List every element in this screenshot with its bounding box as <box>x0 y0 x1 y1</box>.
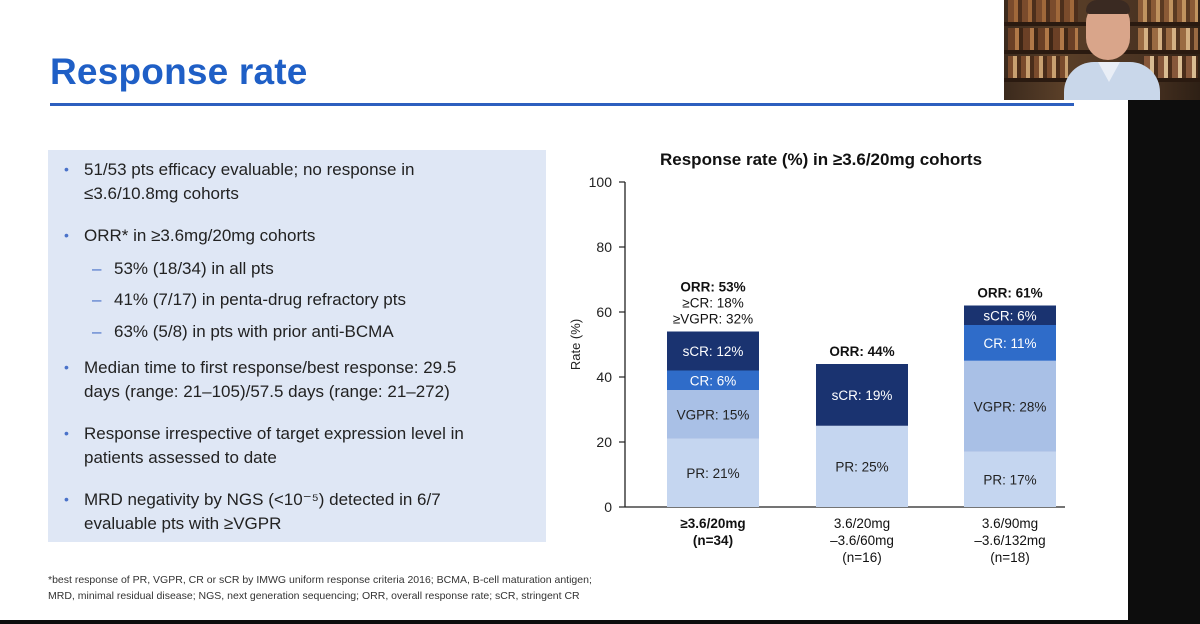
sub-bullet-item: –53% (18/34) in all pts <box>92 257 274 281</box>
bar-segment-label: VGPR: 15% <box>677 407 750 422</box>
footnote-line: *best response of PR, VGPR, CR or sCR by… <box>48 574 592 586</box>
x-category-label: –3.6/60mg <box>830 533 894 548</box>
bullet-item: • MRD negativity by NGS (<10⁻⁵) detected … <box>64 488 441 536</box>
bullet-panel: • 51/53 pts efficacy evaluable; no respon… <box>48 150 546 542</box>
bar-segment-pr <box>816 425 908 507</box>
bar-segment-pr <box>964 451 1056 507</box>
orr-annotation: ORR: 53% <box>680 280 745 295</box>
bar-segment-label: PR: 21% <box>686 466 739 481</box>
chart-title: Response rate (%) in ≥3.6/20mg cohorts <box>660 150 983 169</box>
bar-segment-label: CR: 6% <box>690 373 737 388</box>
bullet-marker: • <box>64 491 69 507</box>
bullet-text-line: patients assessed to date <box>84 448 277 467</box>
x-category-label: (n=16) <box>842 550 881 565</box>
orr-annotation: ORR: 61% <box>977 286 1042 301</box>
bullet-item: • Median time to first response/best resp… <box>64 356 457 404</box>
bar-segment-label: sCR: 19% <box>832 388 893 403</box>
bar-segment-label: PR: 17% <box>983 472 1036 487</box>
y-tick-label: 0 <box>604 499 612 515</box>
bar-segment-label: CR: 11% <box>983 336 1036 351</box>
stacked-bar-chart: 0 20 40 60 80 100 Rate (%) PR: 21% VGPR: 15% CR: … <box>568 174 1065 565</box>
slide: Response rate • 51/53 pts efficacy evalua… <box>0 0 1128 620</box>
bullet-text-line: ORR* in ≥3.6mg/20mg cohorts <box>84 226 316 245</box>
screen-border <box>1128 100 1200 624</box>
bullet-text-line: 41% (7/17) in penta-drug refractory pts <box>114 290 406 309</box>
bullet-text-line: 53% (18/34) in all pts <box>114 259 274 278</box>
bullet-marker: • <box>64 359 69 375</box>
webcam-video-feed <box>1004 0 1200 100</box>
bullet-text-line: 63% (5/8) in pts with prior anti-BCMA <box>114 322 394 341</box>
orr-annotation: ≥CR: 18% <box>682 296 743 311</box>
bullet-item: • ORR* in ≥3.6mg/20mg cohorts <box>64 224 316 248</box>
x-category-label: (n=34) <box>693 533 733 548</box>
page-title: Response rate <box>50 51 308 92</box>
sub-bullet-item: –41% (7/17) in penta-drug refractory pts <box>92 288 406 312</box>
orr-annotation: ORR: 44% <box>829 344 894 359</box>
bar-segment-pr <box>667 438 759 507</box>
bar-segment-cr <box>667 370 759 390</box>
bullet-text-line: ≤3.6/10.8mg cohorts <box>84 184 239 203</box>
bar-segment-label: VGPR: 28% <box>974 399 1047 414</box>
x-category-label: –3.6/132mg <box>974 533 1045 548</box>
bullet-item: • 51/53 pts efficacy evaluable; no respon… <box>64 158 415 206</box>
x-category-label: ≥3.6/20mg <box>680 516 745 531</box>
footnote-line: MRD, minimal residual disease; NGS, next… <box>48 590 580 602</box>
y-axis-label: Rate (%) <box>568 319 583 370</box>
sub-bullet-item: –63% (5/8) in pts with prior anti-BCMA <box>92 320 394 344</box>
y-tick-label: 80 <box>596 239 612 255</box>
x-category-label: 3.6/90mg <box>982 516 1038 531</box>
bar-segment-scr <box>667 331 759 371</box>
bullet-text-line: Median time to first response/best respo… <box>84 358 457 377</box>
bullet-text-line: days (range: 21–105)/57.5 days (range: 2… <box>84 382 450 401</box>
bullet-marker: • <box>64 425 69 441</box>
footnote: *best response of PR, VGPR, CR or sCR by… <box>48 572 748 604</box>
bullet-text-line: evaluable pts with ≥VGPR <box>84 514 282 533</box>
y-tick-label: 40 <box>596 369 612 385</box>
dash-marker: – <box>92 259 102 278</box>
y-tick-label: 100 <box>589 174 613 190</box>
bullet-text-line: 51/53 pts efficacy evaluable; no respons… <box>84 160 415 179</box>
bullet-marker: • <box>64 161 69 177</box>
bar-segment-cr <box>964 325 1056 361</box>
bullet-marker: • <box>64 227 69 243</box>
screen-border-bottom <box>0 620 1200 624</box>
bar-segment-vgpr <box>667 390 759 439</box>
x-category-label: 3.6/20mg <box>834 516 890 531</box>
y-tick-label: 60 <box>596 304 612 320</box>
bar-segment-scr <box>816 364 908 426</box>
bar-segment-label: PR: 25% <box>835 459 888 474</box>
presenter-hair <box>1086 0 1130 14</box>
dash-marker: – <box>92 322 102 341</box>
bar-segment-vgpr <box>964 360 1056 452</box>
dash-marker: – <box>92 290 102 309</box>
bar-segment-label: sCR: 6% <box>983 308 1036 323</box>
bullet-text-line: Response irrespective of target expressi… <box>84 424 464 443</box>
bullet-item: • Response irrespective of target express… <box>64 422 464 470</box>
orr-annotation: ≥VGPR: 32% <box>673 312 753 327</box>
x-category-label: (n=18) <box>990 550 1029 565</box>
y-tick-label: 20 <box>596 434 612 450</box>
title-divider <box>50 103 1074 106</box>
bullet-text-line: MRD negativity by NGS (<10⁻⁵) detected i… <box>84 490 441 509</box>
bar-segment-label: sCR: 12% <box>683 344 744 359</box>
bar-segment-scr <box>964 305 1056 325</box>
